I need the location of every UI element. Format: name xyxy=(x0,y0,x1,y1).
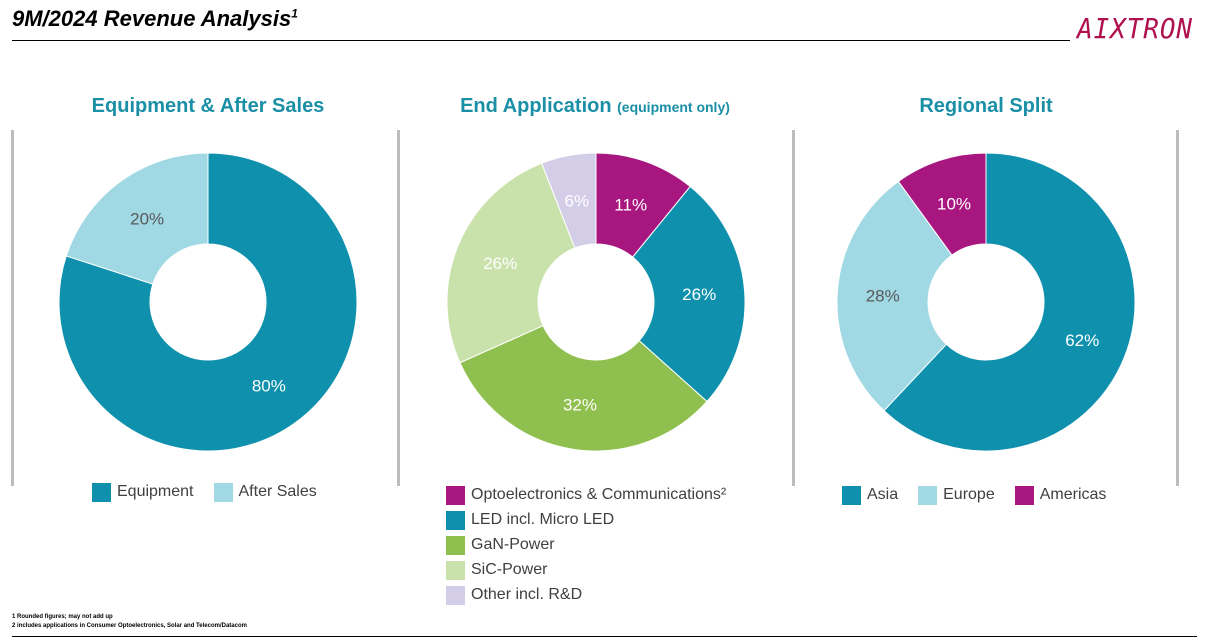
donut-slice-led-incl-micro-led xyxy=(631,185,746,403)
bottom-rule xyxy=(12,636,1197,637)
legend-swatch-optoelectronics xyxy=(446,485,465,505)
aixtron-logo-mark: AIXTRON xyxy=(1075,12,1193,44)
panel-subtitle-end-application: (equipment only) xyxy=(617,99,730,115)
donut-slice-other-incl-r-d xyxy=(541,152,597,249)
legend-item-equipment: Equipment xyxy=(92,482,194,502)
legend-swatch-sic-power xyxy=(446,560,465,580)
legend-label-sic-power: SiC-Power xyxy=(471,561,548,578)
footnote-1: 1 Rounded figures; may not add up xyxy=(12,614,113,620)
legend-label-gan-power: GaN-Power xyxy=(471,536,555,553)
legend-item-led: LED incl. Micro LED xyxy=(446,509,614,531)
legend-swatch-asia xyxy=(842,485,861,505)
legend-label-other: Other incl. R&D xyxy=(471,586,583,603)
data-label-optoelectronics-communications: 11% xyxy=(614,195,647,214)
panel-title-end-application: End Application (equipment only) xyxy=(410,95,780,118)
legend-regional: Asia Europe Americas xyxy=(842,484,1126,506)
data-label-sic-power: 26% xyxy=(483,254,517,273)
footnote-2: 2 includes applications in Consumer Opto… xyxy=(12,623,247,629)
legend-item-gan-power: GaN-Power xyxy=(446,534,555,556)
donut-slice-gan-power xyxy=(459,324,708,452)
legend-label-led: LED incl. Micro LED xyxy=(471,511,615,528)
legend-item-sic-power: SiC-Power xyxy=(446,559,547,581)
donut-chart-regional: 62% 28% 10% xyxy=(836,152,1136,452)
legend-item-asia: Asia xyxy=(842,485,899,505)
legend-swatch-after-sales xyxy=(213,482,233,502)
legend-swatch-equipment xyxy=(92,482,111,502)
data-label-led-incl-micro-led: 26% xyxy=(682,285,716,304)
legend-label-after-sales: After Sales xyxy=(238,483,317,500)
legend-label-optoelectronics: Optoelectronics & Communications² xyxy=(471,486,727,503)
donut-chart-equipment: 80% 20% xyxy=(58,152,358,452)
aixtron-logo: AIXTRON xyxy=(1075,10,1197,44)
data-label-equipment: 80% xyxy=(252,377,286,396)
panel-title-regional: Regional Split xyxy=(818,95,1154,118)
legend-item-after-sales: After Sales xyxy=(213,482,317,502)
data-label-americas: 10% xyxy=(937,195,971,214)
legend-item-americas: Americas xyxy=(1014,485,1107,505)
title-rule xyxy=(12,40,1070,41)
data-label-europe: 28% xyxy=(866,287,900,306)
legend-swatch-other xyxy=(446,585,465,605)
legend-label-americas: Americas xyxy=(1039,486,1107,503)
data-label-gan-power: 32% xyxy=(563,395,597,414)
donut-chart-end-application: 11% 26% 32% 26% 6% xyxy=(446,152,746,452)
data-label-after-sales: 20% xyxy=(130,209,164,228)
legend-label-equipment: Equipment xyxy=(117,483,194,500)
divider-center-left xyxy=(397,130,400,486)
legend-label-europe: Europe xyxy=(943,486,995,503)
legend-item-optoelectronics: Optoelectronics & Communications² xyxy=(446,484,726,506)
divider-left xyxy=(11,130,14,486)
donut-slice-asia xyxy=(883,152,1136,452)
legend-swatch-europe xyxy=(918,485,938,505)
panel-title-equipment: Equipment & After Sales xyxy=(40,95,376,118)
legend-item-europe: Europe xyxy=(918,485,995,505)
donut-slice-after-sales xyxy=(65,152,209,285)
footnotes: 1 Rounded figures; may not add up 2 incl… xyxy=(12,613,247,631)
page-title-text: 9M/2024 Revenue Analysis xyxy=(12,6,292,31)
panel-title-regional-text: Regional Split xyxy=(919,95,1053,117)
legend-label-asia: Asia xyxy=(867,486,899,503)
page-title-footnote-mark: 1 xyxy=(291,6,298,21)
legend-swatch-led xyxy=(446,510,465,530)
legend-swatch-gan-power xyxy=(446,535,465,555)
data-label-asia: 62% xyxy=(1065,331,1099,350)
donut-slice-equipment xyxy=(58,152,358,452)
donut-slice-americas xyxy=(897,152,987,256)
aixtron-logo-text: AIXTRON xyxy=(1075,12,1193,44)
donut-slice-europe xyxy=(836,180,953,412)
panel-title-equipment-text: Equipment & After Sales xyxy=(91,95,325,117)
legend-swatch-americas xyxy=(1014,485,1034,505)
data-label-other-incl-r-d: 6% xyxy=(565,191,590,210)
legend-equipment: Equipment After Sales xyxy=(92,481,337,503)
legend-item-other: Other incl. R&D xyxy=(446,584,582,606)
divider-center-right xyxy=(792,130,795,486)
donut-slice-sic-power xyxy=(446,162,576,364)
divider-right xyxy=(1176,130,1179,486)
page-title: 9M/2024 Revenue Analysis1 xyxy=(12,6,298,32)
panel-title-end-application-text: End Application xyxy=(460,95,612,117)
